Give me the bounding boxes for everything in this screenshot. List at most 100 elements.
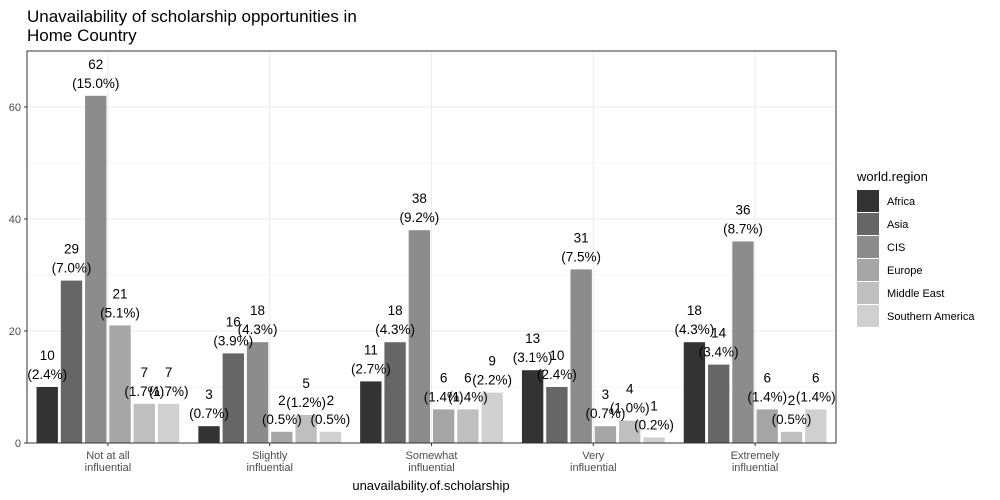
y-tick-label: 40: [9, 214, 21, 226]
bar: [133, 403, 155, 443]
legend-label: Europe: [887, 265, 922, 277]
data-label-percent: (9.2%): [399, 210, 439, 225]
data-label-count: 6: [763, 370, 771, 385]
data-label-percent: (15.0%): [72, 76, 119, 91]
data-label-count: 3: [205, 387, 213, 402]
data-label-count: 16: [226, 314, 241, 329]
data-label-count: 18: [388, 303, 403, 318]
legend: world.region Africa Asia CIS Europe Middle E…: [856, 169, 975, 327]
bar: [360, 381, 382, 443]
data-label-percent: (1.4%): [796, 389, 836, 404]
legend-label: Africa: [887, 196, 916, 208]
bar: [780, 431, 803, 443]
x-tick-label: influential: [85, 462, 131, 474]
chart-title-line-1: Unavailability of scholarship opportunit…: [27, 7, 357, 26]
data-label-count: 2: [278, 393, 286, 408]
bar: [756, 409, 778, 443]
data-labels: 10(2.4%)3(0.7%)11(2.7%)13(3.1%)18(4.3%)2…: [27, 57, 835, 433]
legend-label: Southern America: [887, 311, 975, 323]
data-label-percent: (2.4%): [537, 367, 577, 382]
x-tick-label: influential: [408, 462, 454, 474]
x-tick-label: Not at all: [86, 450, 129, 462]
data-label-percent: (4.3%): [675, 322, 715, 337]
bar: [85, 95, 107, 444]
data-label-count: 2: [327, 393, 335, 408]
legend-swatch: [857, 282, 879, 304]
legend-title: world.region: [856, 169, 928, 184]
x-axis: Not at allinfluentialSlightlyinfluential…: [85, 443, 780, 474]
data-label-count: 7: [165, 365, 173, 380]
data-label-count: 18: [687, 303, 702, 318]
data-label-percent: (0.5%): [310, 412, 350, 427]
bar: [295, 415, 317, 443]
data-label-count: 13: [525, 331, 540, 346]
data-label-percent: (2.4%): [27, 367, 67, 382]
data-label-count: 5: [302, 376, 310, 391]
legend-swatch: [857, 305, 879, 327]
x-tick-label: Very: [582, 450, 605, 462]
legend-label: Middle East: [887, 288, 944, 300]
data-label-count: 4: [626, 382, 634, 397]
data-label-percent: (7.0%): [52, 261, 92, 276]
data-label-count: 11: [364, 342, 378, 357]
data-label-count: 29: [64, 242, 79, 257]
data-label-count: 31: [574, 230, 589, 245]
bar: [157, 403, 180, 443]
data-label-count: 2: [788, 393, 796, 408]
bar: [619, 420, 641, 443]
bar: [109, 325, 131, 443]
data-label-percent: (1.0%): [610, 401, 650, 416]
x-axis-title: unavailability.of.scholarship: [352, 478, 509, 493]
bar: [432, 409, 455, 443]
bar: [319, 431, 342, 443]
data-label-percent: (0.7%): [189, 406, 229, 421]
data-label-percent: (1.2%): [286, 395, 326, 410]
bar: [60, 280, 83, 443]
x-tick-label: Somewhat: [406, 450, 458, 462]
data-label-count: 1: [650, 398, 658, 413]
bar: [457, 409, 479, 443]
data-label-count: 10: [549, 348, 564, 363]
bar: [222, 353, 244, 443]
bar: [643, 437, 665, 443]
data-label-percent: (1.7%): [149, 384, 189, 399]
data-label-percent: (0.7%): [586, 406, 626, 421]
legend-label: CIS: [887, 242, 905, 254]
data-label-percent: (5.1%): [100, 305, 140, 320]
data-label-percent: (3.9%): [213, 333, 253, 348]
bar: [384, 342, 406, 443]
x-tick-label: influential: [246, 462, 292, 474]
data-label-percent: (4.3%): [375, 322, 415, 337]
bar: [732, 241, 754, 443]
y-axis: 0 20 40 60: [9, 102, 27, 450]
x-tick-label: influential: [732, 462, 778, 474]
data-label-count: 14: [711, 326, 727, 341]
bar: [805, 409, 827, 443]
data-label-count: 7: [141, 365, 149, 380]
data-label-percent: (0.5%): [262, 412, 302, 427]
data-label-count: 3: [602, 387, 610, 402]
bar: [683, 342, 706, 443]
legend-swatch: [857, 259, 879, 281]
data-label-count: 6: [440, 370, 448, 385]
legend-swatch: [857, 236, 879, 258]
data-label-percent: (2.2%): [472, 373, 512, 388]
legend-swatch: [857, 213, 879, 235]
data-label-percent: (8.7%): [723, 221, 763, 236]
data-label-percent: (0.2%): [634, 417, 674, 432]
data-label-count: 9: [488, 354, 496, 369]
y-tick-label: 60: [9, 102, 21, 114]
bar: [246, 342, 269, 443]
data-label-count: 6: [464, 370, 472, 385]
data-label-count: 6: [812, 370, 820, 385]
x-tick-label: Slightly: [252, 450, 288, 462]
data-label-percent: (3.1%): [513, 350, 553, 365]
data-label-count: 10: [40, 348, 55, 363]
bar: [36, 387, 58, 443]
bars: [36, 95, 827, 444]
x-tick-label: influential: [570, 462, 616, 474]
data-label-count: 62: [88, 57, 103, 72]
legend-label: Asia: [887, 219, 909, 231]
data-label-count: 38: [412, 191, 427, 206]
bar: [198, 426, 220, 443]
